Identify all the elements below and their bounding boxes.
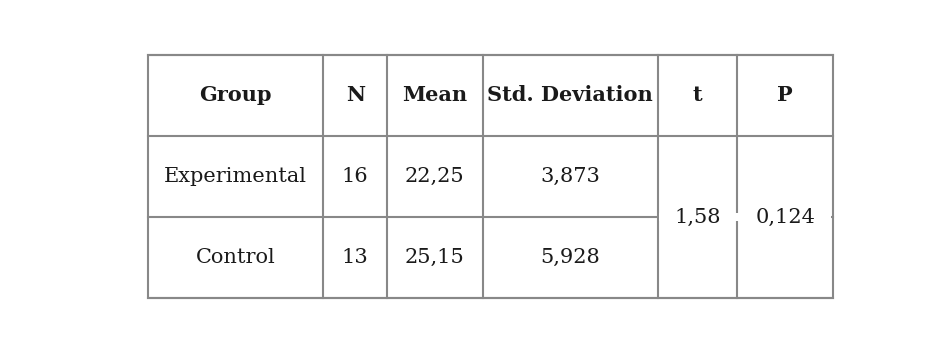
Text: Std. Deviation: Std. Deviation [487, 85, 653, 105]
Text: Experimental: Experimental [164, 167, 307, 186]
Text: Group: Group [200, 85, 272, 105]
Text: Mean: Mean [402, 85, 467, 105]
Text: 5,928: 5,928 [541, 248, 600, 267]
Text: Control: Control [196, 248, 276, 267]
Text: P: P [777, 85, 793, 105]
Text: t: t [693, 85, 702, 105]
Text: 25,15: 25,15 [405, 248, 465, 267]
Bar [659, 213, 831, 221]
Text: 3,873: 3,873 [541, 167, 600, 186]
Text: 16: 16 [342, 167, 369, 186]
Text: N: N [346, 85, 365, 105]
Text: 0,124: 0,124 [755, 207, 815, 226]
Text: 1,58: 1,58 [674, 207, 721, 226]
Text: 22,25: 22,25 [405, 167, 465, 186]
Text: 13: 13 [342, 248, 369, 267]
